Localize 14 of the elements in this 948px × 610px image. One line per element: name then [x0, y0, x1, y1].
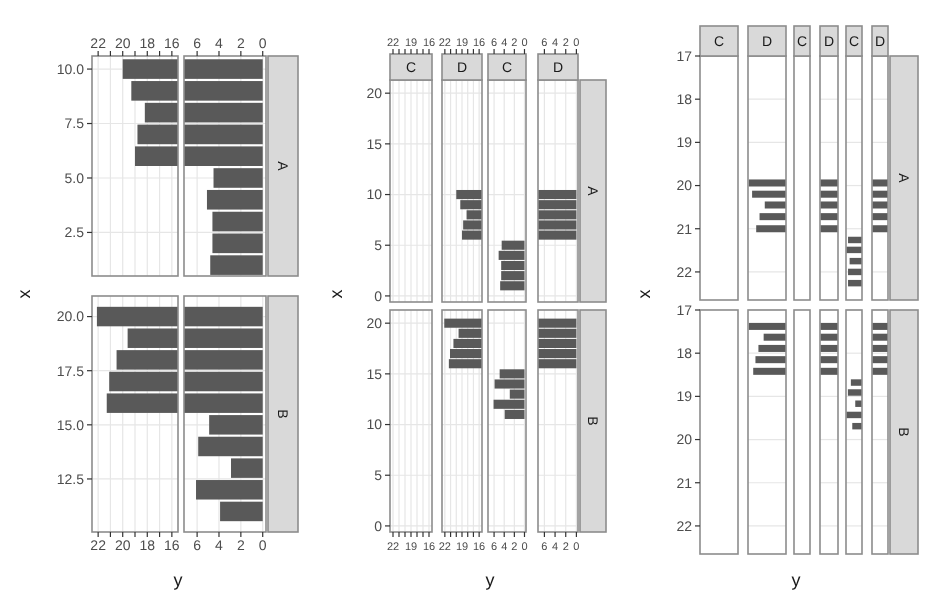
x-axis-title: y [173, 570, 184, 590]
y-axis-title: x [14, 288, 35, 299]
bar [756, 225, 786, 233]
y-axis-title: x [326, 288, 347, 299]
bar [758, 344, 786, 352]
x-axis-title: y [791, 570, 802, 590]
bar [755, 356, 786, 364]
y-axis-title: x [634, 288, 655, 299]
bar [759, 213, 786, 221]
x-axis-title: y [485, 570, 496, 590]
bar [748, 322, 786, 330]
bar [763, 333, 786, 341]
bar [753, 367, 786, 375]
bar [748, 179, 786, 187]
